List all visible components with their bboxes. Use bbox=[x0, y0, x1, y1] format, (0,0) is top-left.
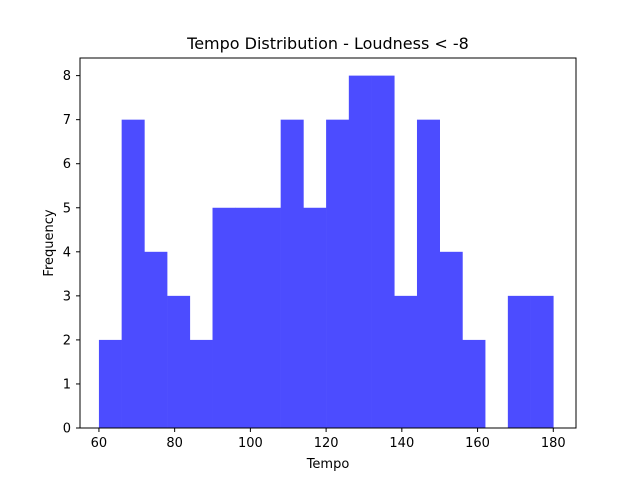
histogram-bar bbox=[462, 339, 486, 428]
y-tick-label: 7 bbox=[63, 113, 71, 128]
y-axis-label: Frequency bbox=[42, 209, 57, 276]
histogram-bar bbox=[121, 119, 145, 429]
plot-frame bbox=[79, 57, 577, 429]
histogram-bar bbox=[167, 295, 191, 428]
histogram-bar bbox=[394, 295, 418, 428]
histogram-bar bbox=[303, 207, 327, 428]
x-tick-label: 80 bbox=[166, 436, 183, 451]
histogram-bar bbox=[212, 207, 236, 428]
histogram-bar bbox=[280, 119, 304, 429]
x-tick-label: 120 bbox=[314, 436, 339, 451]
histogram-bar bbox=[189, 339, 213, 428]
histogram-bar bbox=[530, 295, 554, 428]
y-tick-label: 6 bbox=[63, 157, 71, 172]
histogram-bar bbox=[144, 251, 168, 428]
histogram-bar bbox=[326, 119, 350, 429]
histogram-bar bbox=[257, 207, 281, 428]
y-tick-label: 3 bbox=[63, 289, 71, 304]
y-tick-label: 4 bbox=[63, 245, 71, 260]
y-tick-label: 0 bbox=[63, 422, 71, 437]
y-tick-label: 5 bbox=[63, 201, 71, 216]
x-tick-label: 140 bbox=[389, 436, 414, 451]
y-tick-label: 8 bbox=[63, 69, 71, 84]
histogram-bar bbox=[416, 119, 440, 429]
x-tick-label: 100 bbox=[238, 436, 263, 451]
x-tick-label: 180 bbox=[541, 436, 566, 451]
histogram-bar bbox=[439, 251, 463, 428]
histogram-bar bbox=[235, 207, 259, 428]
histogram-bar bbox=[371, 75, 395, 428]
y-tick-label: 1 bbox=[63, 377, 71, 392]
histogram-bar bbox=[98, 339, 122, 428]
histogram-bar bbox=[348, 75, 372, 428]
x-tick-label: 160 bbox=[465, 436, 490, 451]
histogram-bar bbox=[507, 295, 531, 428]
x-tick-label: 60 bbox=[91, 436, 108, 451]
bars-group bbox=[98, 75, 554, 429]
y-tick-label: 2 bbox=[63, 333, 71, 348]
x-axis-label: Tempo bbox=[306, 457, 350, 472]
y-axis-ticks: 0 1 2 3 4 5 6 7 8 bbox=[63, 69, 80, 437]
x-axis-ticks: 60 80 100 120 140 160 180 bbox=[91, 428, 566, 451]
chart-title: Tempo Distribution - Loudness < -8 bbox=[186, 34, 469, 53]
